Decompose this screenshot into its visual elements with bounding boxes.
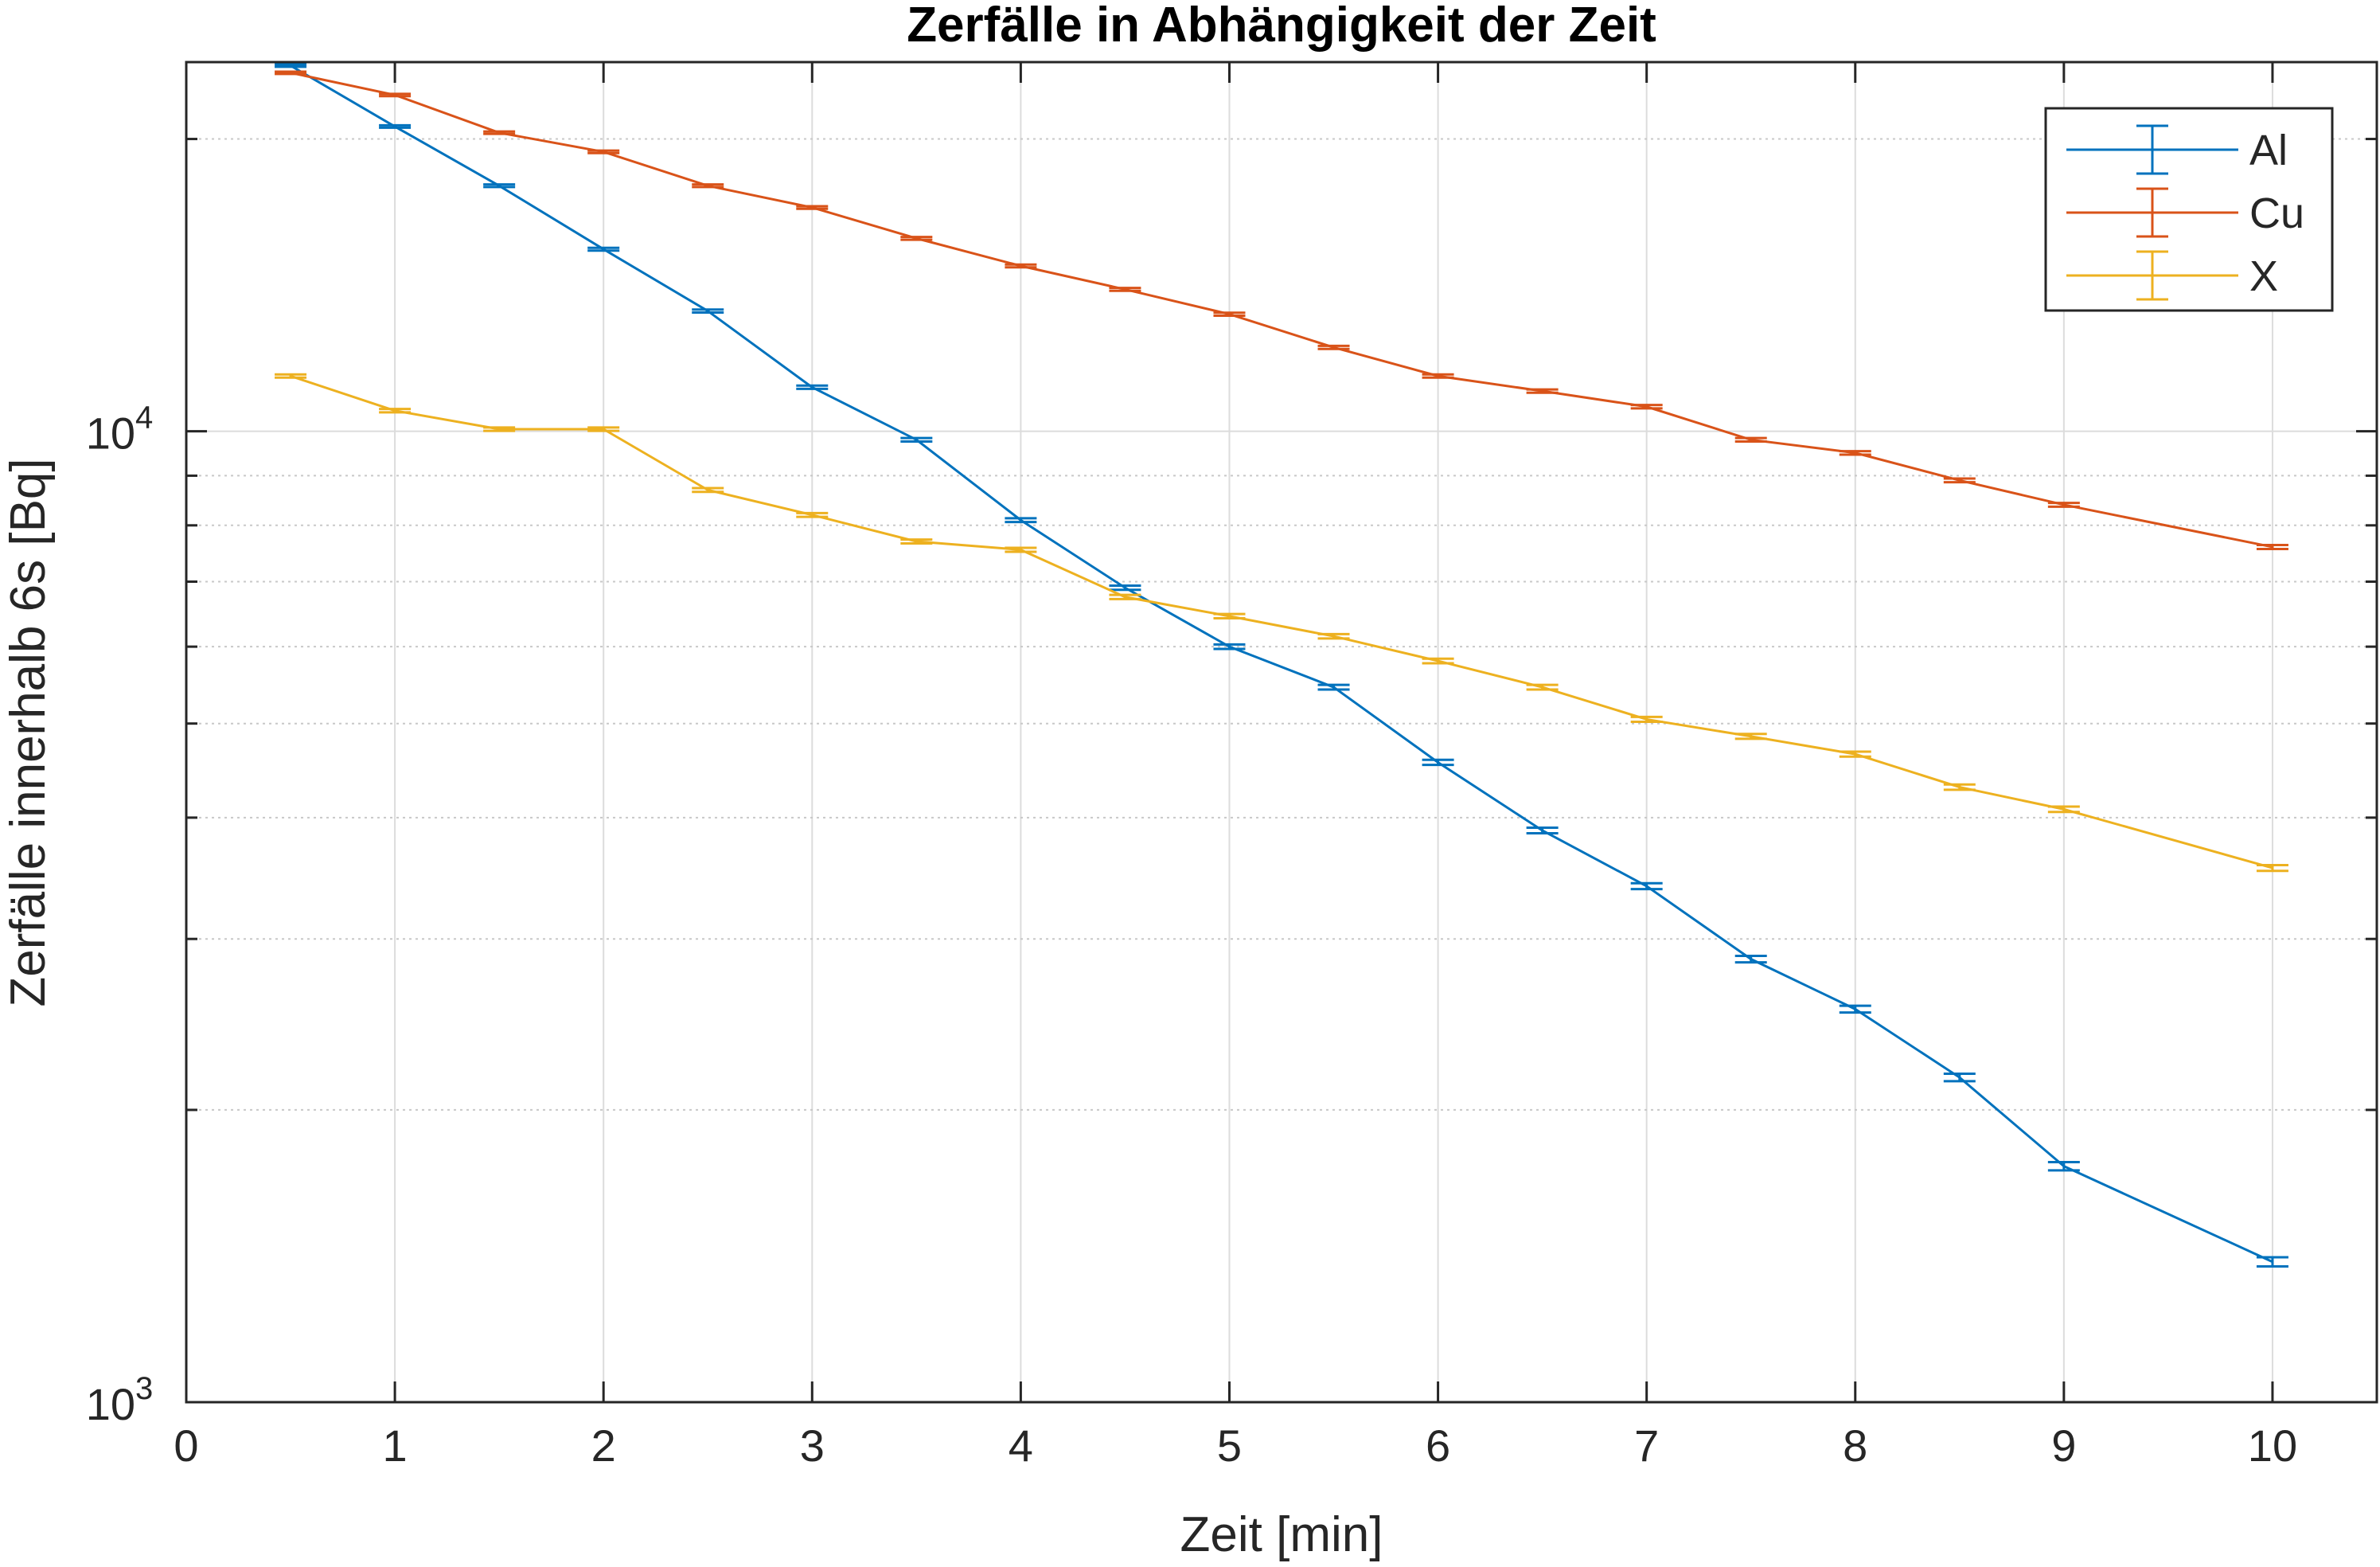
error-bar-point [483,130,516,135]
error-bar-point [483,183,516,189]
error-bar-point [1839,750,1871,758]
error-bar-point [1526,826,1559,834]
error-bar-point [1734,436,1767,444]
error-bar-point [2256,543,2288,550]
error-bar-point [1213,612,1246,620]
error-bar-point [379,92,412,98]
error-bar-point [796,511,829,518]
error-bar-point [379,123,412,129]
x-tick-label: 7 [1634,1420,1659,1471]
x-tick-label: 8 [1843,1420,1867,1471]
ticks: 0 1 2 3 4 5 6 7 8 9 10 103 104 [86,62,2377,1471]
legend-entry-cu: Cu [2066,187,2304,238]
error-bar-point [1317,683,1350,691]
series-al [275,63,2288,1268]
series-layer [275,63,2288,1268]
error-bar-point [1422,657,1454,665]
y-tick-label: 104 [86,401,154,459]
error-bar-point [692,183,724,189]
error-bar-point [1630,404,1663,410]
error-bar-point [1943,783,1976,791]
error-bar-point [1109,593,1141,600]
error-bar-point [1422,373,1454,379]
error-bar-point [1005,517,1037,524]
error-bar-point [1109,287,1141,292]
error-bar-point [1526,388,1559,394]
error-bar-point [900,538,933,545]
error-bar-point [1005,263,1037,269]
error-bar-point [1943,1073,1976,1083]
legend-entry-x: X [2066,250,2278,301]
error-bar-point [2047,502,2080,508]
error-bar-point [275,373,307,379]
error-bar-point [1734,733,1767,741]
legend-label: Cu [2249,190,2304,237]
error-bar-point [900,436,933,444]
legend: Al Cu X [2044,107,2334,312]
x-tick-label: 9 [2051,1420,2076,1471]
x-tick-label: 10 [2248,1420,2297,1471]
error-bar-point [2256,1256,2288,1268]
error-bar-point [2047,1161,2080,1172]
error-bar-point [1109,584,1141,592]
x-tick-label: 6 [1426,1420,1450,1471]
error-bar-point [1005,546,1037,553]
error-bar-point [483,426,516,432]
error-bar-point [692,308,724,314]
error-bar-point [587,426,620,432]
chart-title: Zerfälle in Abhängigkeit der Zeit [907,0,1656,53]
error-bar-point [796,384,829,390]
y-axis-label: Zerfälle innerhalb 6s [Bq] [1,458,56,1006]
x-tick-label: 4 [1009,1420,1033,1471]
series-x [275,373,2288,873]
error-bar-point [587,149,620,154]
error-bar-point [275,63,307,68]
error-bar-point [1213,311,1246,317]
series-cu [275,70,2288,550]
x-tick-label: 3 [800,1420,825,1471]
error-bar-point [1734,954,1767,964]
x-tick-label: 0 [174,1420,198,1471]
error-bar-point [1839,450,1871,456]
error-bar-point [275,70,307,76]
x-tick-label: 2 [591,1420,616,1471]
x-tick-label: 1 [383,1420,408,1471]
error-bar-point [587,246,620,252]
x-axis-label: Zeit [min] [1180,1507,1383,1562]
plot-frame [185,61,2378,1404]
error-bar-point [1943,477,1976,484]
error-bar-point [1317,632,1350,640]
x-tick-label: 5 [1217,1420,1242,1471]
error-bar-point [1630,881,1663,891]
error-bar-point [379,408,412,414]
error-bar-point [1839,1004,1871,1014]
error-bar-point [1422,758,1454,767]
error-bar-point [1317,344,1350,350]
legend-label: X [2249,252,2278,300]
error-bar-point [692,487,724,494]
legend-box [2044,107,2334,312]
plot-area [186,62,2377,1402]
y-tick-label: 103 [86,1371,154,1429]
error-bar-point [2047,805,2080,814]
error-bar-point [1630,715,1663,723]
error-bar-point [1213,643,1246,651]
error-bar-point [2256,863,2288,873]
legend-entry-al: Al [2066,124,2288,175]
legend-label: Al [2249,127,2288,174]
error-bar-point [900,236,933,241]
error-bar-point [796,205,829,210]
error-bar-point [1526,683,1559,691]
